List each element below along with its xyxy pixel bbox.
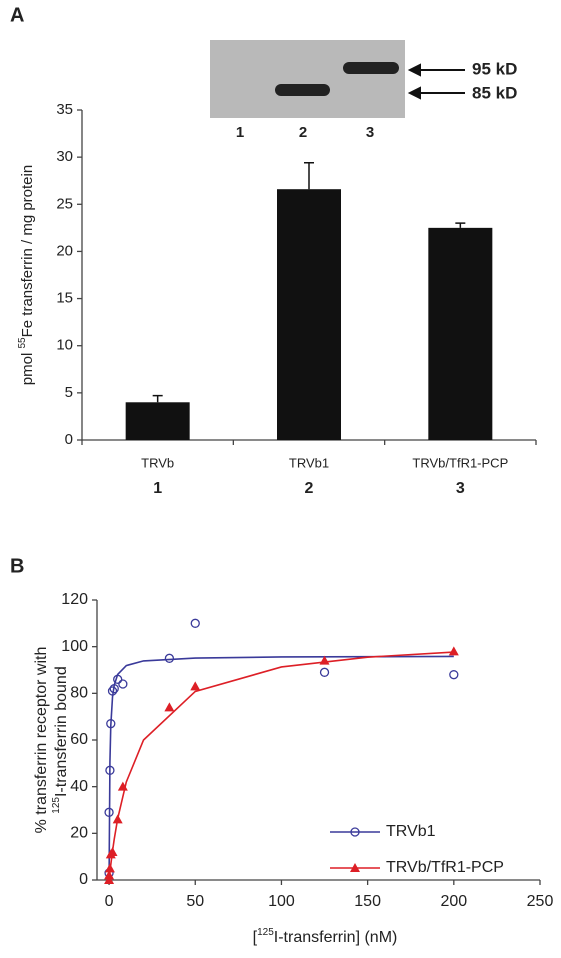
x-axis-label: [125I-transferrin] (nM) <box>253 927 398 947</box>
y-tick-label: 30 <box>56 148 73 165</box>
y-label-text: I-transferrin bound <box>53 666 70 797</box>
y-tick-label: 0 <box>65 431 73 448</box>
marker <box>449 670 459 680</box>
x-tick-label: 150 <box>354 893 381 910</box>
legend-marker <box>350 863 360 872</box>
legend-label: TRVb1 <box>386 823 436 840</box>
error-bar <box>304 162 314 190</box>
y-tick-label: 15 <box>56 290 73 307</box>
x-tick-label: 200 <box>440 893 467 910</box>
marker <box>104 870 115 880</box>
legend-marker <box>350 827 360 837</box>
blot <box>210 40 405 118</box>
category-number: 3 <box>456 480 465 497</box>
x-tick-label: TRVb <box>141 455 174 470</box>
x-label-text: I-transferrin] (nM) <box>274 929 398 946</box>
x-tick-label: 250 <box>527 893 554 910</box>
marker <box>112 814 123 824</box>
band <box>343 62 399 74</box>
marker <box>104 807 114 817</box>
marker <box>190 618 200 628</box>
x-tick-label: TRVb1 <box>289 455 329 470</box>
marker <box>319 667 330 677</box>
legend-label: TRVb/TfR1-PCP <box>386 859 504 876</box>
y-tick-label: 100 <box>61 638 88 655</box>
x-tick-label: 100 <box>268 893 295 910</box>
lane-label: 3 <box>366 124 374 141</box>
fit-line <box>108 651 454 881</box>
marker <box>113 674 123 684</box>
marker <box>104 863 115 873</box>
marker <box>107 686 118 696</box>
marker <box>164 702 175 712</box>
y-axis-label: % transferrin receptor with <box>33 647 50 834</box>
fit-line <box>108 655 454 881</box>
band <box>275 84 330 96</box>
y-tick-label: 35 <box>56 101 73 118</box>
marker <box>104 875 115 884</box>
y-axis-label: 125I-transferrin bound <box>51 666 71 813</box>
marker <box>106 719 116 729</box>
error-bar <box>152 394 163 403</box>
marker <box>105 765 115 775</box>
y-tick-label: 20 <box>56 242 73 259</box>
marker <box>190 681 201 691</box>
marker <box>118 679 128 689</box>
marker-label: 95 kD <box>472 59 517 78</box>
y-tick-label: 20 <box>70 825 88 842</box>
y-tick-label: 60 <box>70 731 88 748</box>
panel-label: B <box>10 555 24 577</box>
y-tick-label: 0 <box>79 871 88 888</box>
y-label-text: pmol <box>19 349 36 386</box>
marker <box>117 781 128 791</box>
y-tick-label: 5 <box>65 384 73 401</box>
panel-label: A <box>10 4 24 26</box>
marker <box>319 655 330 665</box>
bar <box>428 227 493 440</box>
x-tick-label: TRVb/TfR1-PCP <box>412 455 508 470</box>
y-tick-label: 10 <box>56 337 73 354</box>
bar <box>125 402 190 440</box>
y-tick-label: 40 <box>70 778 88 795</box>
category-number: 1 <box>153 480 162 497</box>
arrows <box>407 63 465 100</box>
error-bar <box>455 222 466 228</box>
x-tick-label: 50 <box>186 893 204 910</box>
marker <box>448 646 459 656</box>
x-label-sup: 125 <box>257 927 274 938</box>
marker <box>107 847 118 856</box>
x-label-text: [ <box>253 929 258 946</box>
marker-label: 85 kD <box>472 83 517 102</box>
y-tick-label: 120 <box>61 591 88 608</box>
x-tick-label: 0 <box>105 893 114 910</box>
lane-label: 2 <box>299 124 307 141</box>
y-tick-label: 25 <box>56 195 73 212</box>
y-label-sup: 55 <box>17 337 28 349</box>
bar <box>277 189 341 440</box>
y-label-sup: 125 <box>51 797 62 814</box>
lane-label: 1 <box>236 124 244 141</box>
category-number: 2 <box>305 480 314 497</box>
marker <box>109 684 119 694</box>
y-label-text: Fe transferrin / mg protein <box>19 165 36 338</box>
y-tick-label: 80 <box>70 685 88 702</box>
marker <box>164 653 175 663</box>
y-axis-label: pmol 55Fe transferrin / mg protein <box>17 165 36 385</box>
